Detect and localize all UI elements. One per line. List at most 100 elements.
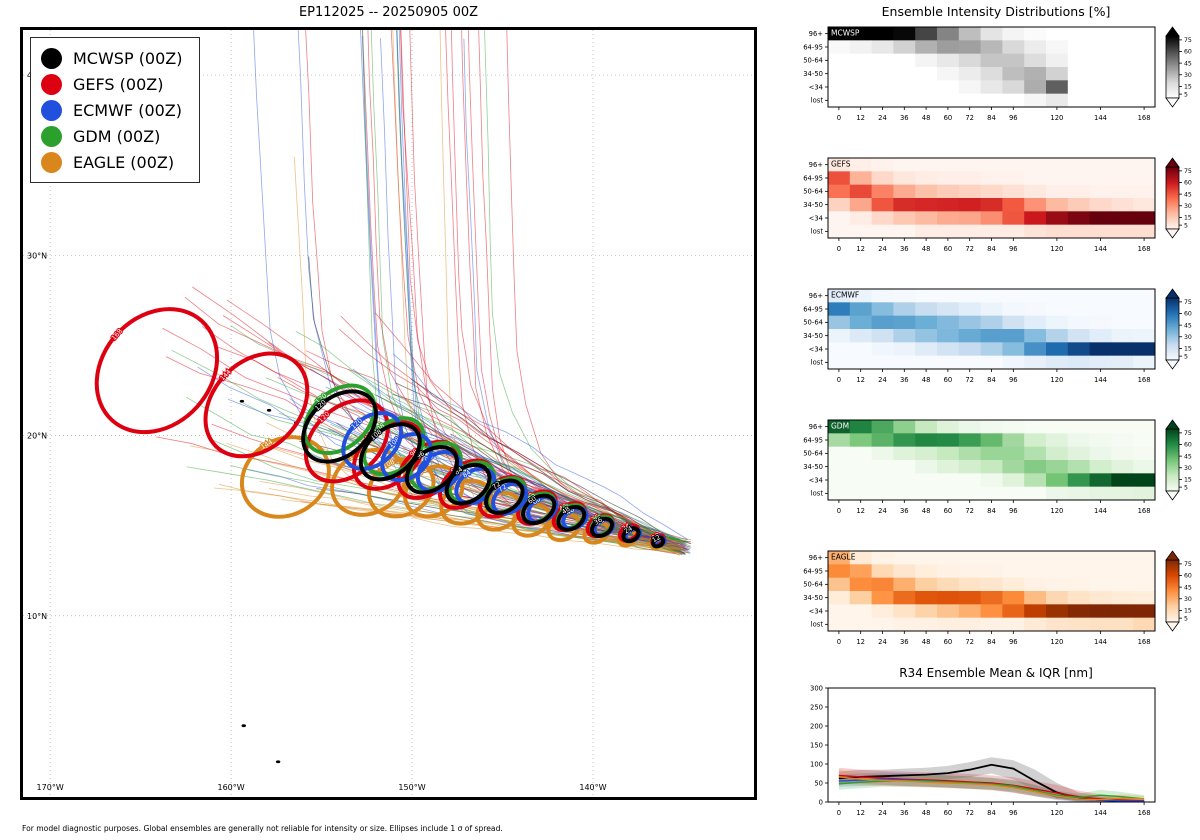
heatmap-model-label: EAGLE <box>831 553 856 562</box>
heatmap-row-label: 34-50 <box>803 594 823 602</box>
intensity-panel-gefs: GEFS 96+ 64-95 50-64 34-50 <34 lost 0 12 24 36 48 60… <box>795 153 1200 277</box>
legend-item-ecmwf: ECMWF (00Z) <box>41 97 183 123</box>
colorbar-tick-label: 15 <box>1184 346 1192 353</box>
legend-item-gdm: GDM (00Z) <box>41 123 183 149</box>
colorbar-tick-label: 15 <box>1184 215 1192 222</box>
map-lon-label: 170°W <box>37 783 64 792</box>
r34-x-label: 36 <box>900 809 909 817</box>
r34-y-label: 300 <box>810 684 823 692</box>
colorbar-tick-label: 45 <box>1184 191 1192 198</box>
legend-item-gefs: GEFS (00Z) <box>41 71 183 97</box>
r34-title: R34 Ensemble Mean & IQR [nm] <box>899 666 1093 680</box>
intensity-panel-ecmwf: ECMWF 96+ 64-95 50-64 34-50 <34 lost 0 12 24 36 48 6… <box>795 284 1200 408</box>
heatmap-x-label: 0 <box>837 376 841 384</box>
legend-item-mcwsp: MCWSP (00Z) <box>41 45 183 71</box>
r34-x-label: 96 <box>1009 809 1018 817</box>
colorbar-tick-label: 45 <box>1184 60 1192 67</box>
heatmap-x-label: 168 <box>1138 376 1151 384</box>
legend-label: ECMWF (00Z) <box>73 100 182 120</box>
heatmap-x-label: 60 <box>944 245 953 253</box>
intensity-panel-gdm: GDM 96+ 64-95 50-64 34-50 <34 lost 0 12 24 36 48 60 7… <box>795 415 1200 539</box>
heatmap-row-label: 64-95 <box>803 567 823 575</box>
heatmap-x-label: 72 <box>965 114 974 122</box>
legend-item-eagle: EAGLE (00Z) <box>41 149 183 175</box>
r34-x-label: 144 <box>1094 809 1107 817</box>
heatmap-x-label: 60 <box>944 507 953 515</box>
heatmap-row-label: 50-64 <box>803 581 823 589</box>
heatmap-row-label: lost <box>811 97 824 105</box>
heatmap-x-label: 72 <box>965 245 974 253</box>
track-map: 40°N30°N20°N10°N170°W160°W150°W140°W1224… <box>20 27 757 800</box>
heatmap-row-label: <34 <box>809 214 823 222</box>
colorbar-tick-label: 75 <box>1184 168 1192 175</box>
heatmap-x-label: 72 <box>965 507 974 515</box>
r34-line-eagle <box>838 776 1145 801</box>
heatmap-x-label: 120 <box>1050 376 1063 384</box>
map-lat-label: 10°N <box>27 612 47 621</box>
heatmap-x-label: 168 <box>1138 114 1151 122</box>
legend-color-dot <box>41 99 62 121</box>
intensity-panel-eagle: EAGLE 96+ 64-95 50-64 34-50 <34 lost 0 12 24 36 48 6… <box>795 546 1200 670</box>
colorbar-tick-label: 60 <box>1184 311 1192 318</box>
heatmap-model-label: GEFS <box>831 160 851 169</box>
colorbar-tick-label: 5 <box>1184 484 1188 491</box>
heatmap-row-label: 34-50 <box>803 463 823 471</box>
heatmap-row-label: 50-64 <box>803 450 823 458</box>
colorbar-tick-label: 60 <box>1184 49 1192 56</box>
legend-label: GDM (00Z) <box>73 126 161 146</box>
colorbar-tick-label: 60 <box>1184 573 1192 580</box>
heatmap-row-label: lost <box>811 359 824 367</box>
r34-y-label: 0 <box>819 798 823 806</box>
colorbar-tick-label: 30 <box>1184 72 1192 79</box>
legend-color-dot <box>41 47 62 69</box>
heatmap-row-label: 50-64 <box>803 319 823 327</box>
colorbar-tick-label: 15 <box>1184 608 1192 615</box>
heatmap-x-label: 36 <box>900 114 909 122</box>
track-map-canvas: 40°N30°N20°N10°N170°W160°W150°W140°W1224… <box>23 30 754 796</box>
heatmap-row-label: 34-50 <box>803 70 823 78</box>
r34-y-label: 100 <box>810 760 823 768</box>
heatmap-x-label: 168 <box>1138 507 1151 515</box>
colorbar-tick-label: 15 <box>1184 477 1192 484</box>
heatmap-x-label: 12 <box>856 507 865 515</box>
r34-x-label: 48 <box>922 809 931 817</box>
map-lon-label: 150°W <box>398 783 425 792</box>
heatmap-x-label: 72 <box>965 638 974 646</box>
heatmap-x-label: 84 <box>987 376 996 384</box>
heatmap-x-label: 72 <box>965 376 974 384</box>
legend-label: EAGLE (00Z) <box>73 152 175 172</box>
heatmap-row-label: <34 <box>809 607 823 615</box>
heatmap-x-label: 144 <box>1094 245 1107 253</box>
heatmap-row-label: <34 <box>809 476 823 484</box>
colorbar-tick-label: 45 <box>1184 322 1192 329</box>
legend-color-dot <box>41 73 62 95</box>
colorbar-tick-label: 75 <box>1184 37 1192 44</box>
r34-x-label: 72 <box>965 809 974 817</box>
heatmap-row-label: 96+ <box>809 161 823 169</box>
heatmap-x-label: 84 <box>987 507 996 515</box>
colorbar-tick-label: 5 <box>1184 353 1188 360</box>
heatmap-row-label: 96+ <box>809 30 823 38</box>
colorbar-tick-label: 5 <box>1184 615 1188 622</box>
colorbar-tick-label: 75 <box>1184 561 1192 568</box>
colorbar-tick-label: 5 <box>1184 91 1188 98</box>
heatmap-row-label: 34-50 <box>803 332 823 340</box>
colorbar-tick-label: 45 <box>1184 453 1192 460</box>
colorbar-tick-label: 5 <box>1184 222 1188 229</box>
heatmap-x-label: 12 <box>856 114 865 122</box>
r34-x-label: 120 <box>1050 809 1063 817</box>
heatmap-x-label: 48 <box>922 638 931 646</box>
heatmap-x-label: 48 <box>922 376 931 384</box>
heatmap-x-label: 168 <box>1138 638 1151 646</box>
heatmap-x-label: 120 <box>1050 507 1063 515</box>
heatmap-x-label: 144 <box>1094 638 1107 646</box>
island <box>241 724 246 728</box>
heatmap-x-label: 12 <box>856 376 865 384</box>
heatmap-x-label: 24 <box>878 507 887 515</box>
r34-x-label: 0 <box>837 809 841 817</box>
map-legend: MCWSP (00Z) GEFS (00Z) ECMWF (00Z) GDM (00Z… <box>30 37 200 183</box>
heatmap-row-label: 64-95 <box>803 174 823 182</box>
heatmap-x-label: 24 <box>878 245 887 253</box>
map-lat-label: 30°N <box>27 251 47 260</box>
